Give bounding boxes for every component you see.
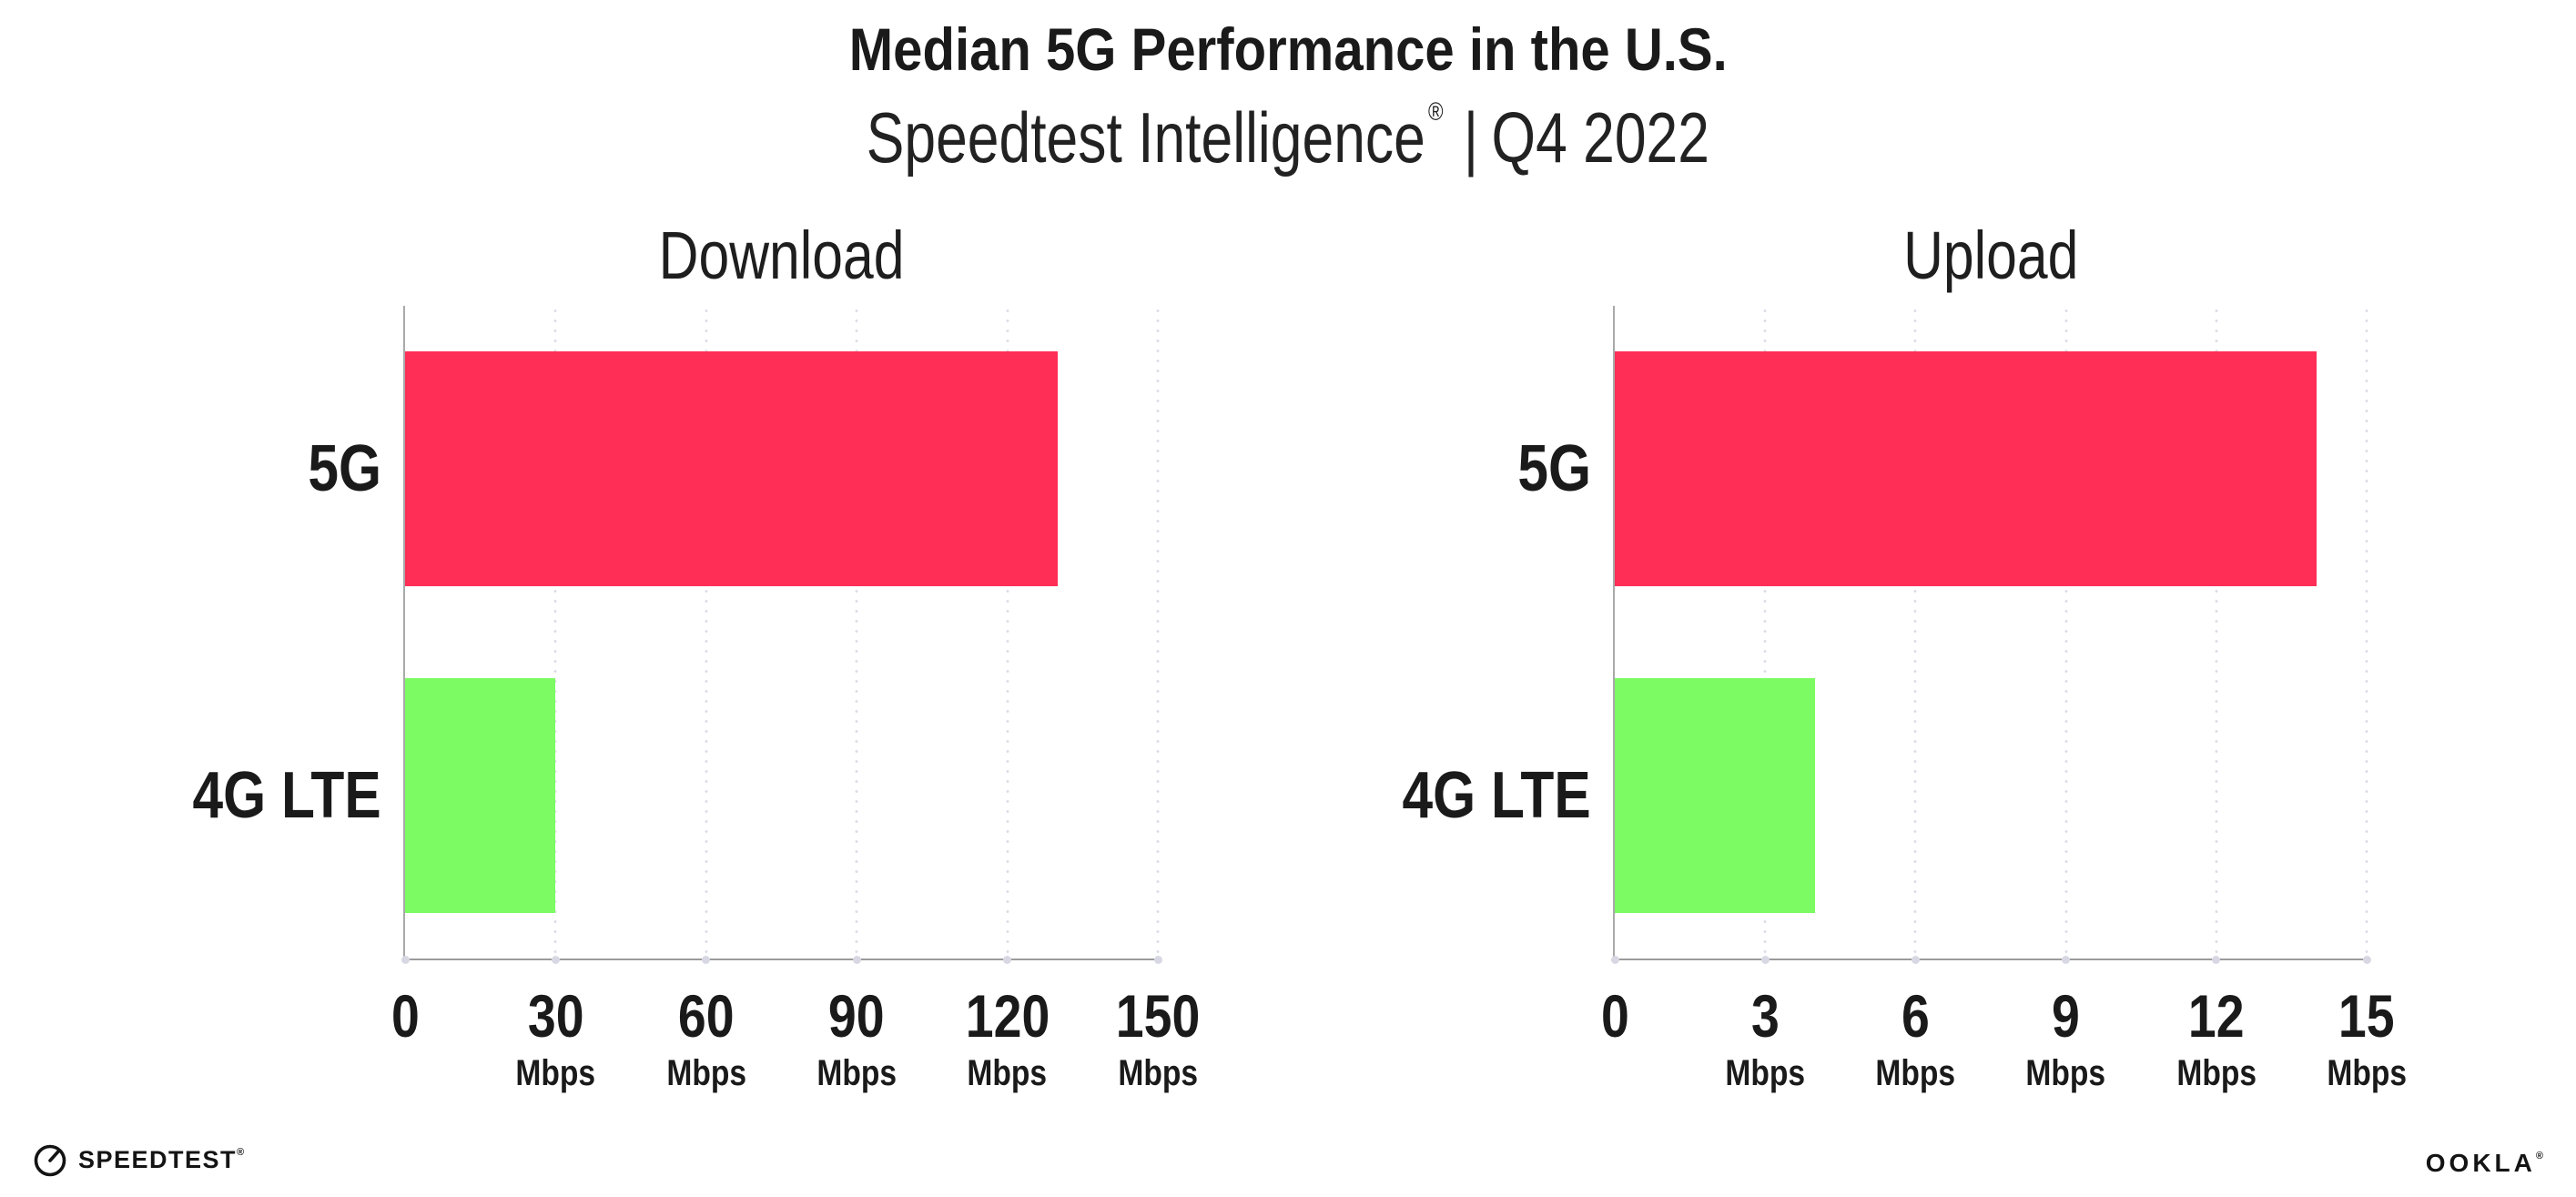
page-subtitle: Speedtest Intelligence ® | Q4 2022 [0,96,2576,179]
category-label-5g: 5G [1517,432,1591,505]
axis-tick-dot [2362,956,2371,964]
x-tick-unit: Mbps [967,1053,1048,1093]
download-chart-title: Download [658,218,905,293]
axis-tick-dot [852,956,861,964]
x-tick-value: 30 [527,982,584,1050]
x-tick-15: 15 Mbps [2257,984,2476,1093]
gridline-90 [855,306,859,959]
x-tick-0: 0 [1506,984,1724,1048]
x-tick-9: 9 Mbps [1957,984,2175,1093]
gridline-15 [2365,306,2368,959]
upload-chart-title: Upload [1902,218,2079,293]
axis-tick-dot [1911,956,1920,964]
page-title: Median 5G Performance in the U.S. [848,15,1728,83]
axis-tick-dot [1610,956,1619,964]
x-tick-value: 9 [2052,982,2081,1050]
axis-tick-dot [1153,956,1162,964]
axis-tick-dot [702,956,711,964]
x-tick-unit: Mbps [2175,1053,2257,1093]
x-tick-0: 0 [296,984,514,1048]
gridline-120 [1005,306,1009,959]
axis-tick-dot [2062,956,2071,964]
x-tick-6: 6 Mbps [1806,984,2024,1093]
gridline-30 [553,306,558,959]
x-tick-unit: Mbps [2327,1053,2407,1093]
speedtest-logo: SPEEDTEST® [31,1136,246,1183]
x-tick-unit: Mbps [1725,1053,1806,1093]
speedtest-wordmark: SPEEDTEST® [78,1145,246,1173]
gridline-3 [1763,306,1768,959]
x-tick-value: 90 [828,982,886,1050]
x-tick-value: 15 [2338,982,2395,1050]
subtitle-brand: Speedtest Intelligence [866,97,1425,178]
bar-4g-lte [1615,678,1815,913]
x-tick-value: 0 [390,982,420,1050]
x-tick-3: 3 Mbps [1656,984,1874,1093]
axis-tick-dot [1760,956,1770,964]
x-tick-value: 6 [1901,982,1930,1050]
bar-5g [1615,351,2317,586]
x-tick-unit: Mbps [816,1053,898,1093]
ookla-logo: OOKLA® [2426,1143,2547,1183]
x-tick-value: 150 [1115,982,1201,1050]
upload-plot-area: Upload 0 3 Mbps 6 Mbps 9 Mbps 12 Mbps 15 Mbps 5G 4G … [1403,218,2407,1093]
x-tick-value: 60 [677,982,735,1050]
gridline-9 [2064,306,2068,959]
axis-tick-dot [551,956,560,964]
x-tick-90: 90 Mbps [747,984,966,1093]
axis-tick-dot [401,956,410,964]
x-tick-120: 120 Mbps [898,984,1117,1093]
bar-5g [405,351,1058,586]
ookla-wordmark: OOKLA® [2425,1149,2547,1177]
gridline-6 [1913,306,1918,959]
axis-tick-dot [1003,956,1012,964]
speedtest-gauge-icon [34,1144,66,1177]
x-tick-12: 12 Mbps [2107,984,2326,1093]
registered-mark: ® [2535,1151,2547,1161]
x-tick-30: 30 Mbps [446,984,664,1093]
x-tick-unit: Mbps [515,1053,596,1093]
subtitle-period: Q4 2022 [1491,97,1710,178]
subtitle-separator: | [1464,97,1479,178]
category-label-4g-lte: 4G LTE [192,759,381,832]
bar-4g-lte [405,678,555,913]
registered-mark: ® [237,1146,246,1158]
x-tick-unit: Mbps [1118,1053,1198,1093]
x-tick-value: 12 [2187,982,2245,1050]
x-tick-value: 3 [1750,982,1780,1050]
x-tick-150: 150 Mbps [1049,984,1267,1093]
category-label-5g: 5G [308,432,381,505]
x-tick-unit: Mbps [2025,1053,2106,1093]
x-tick-unit: Mbps [1875,1053,1956,1093]
axis-tick-dot [2212,956,2221,964]
x-tick-value: 0 [1600,982,1629,1050]
x-tick-unit: Mbps [665,1053,746,1093]
registered-mark: ® [1428,97,1444,126]
gridline-60 [704,306,708,959]
download-plot-area: Download 0 30 Mbps 60 Mbps 90 Mbps 120 Mbps 150 Mb… [193,218,1200,1093]
gridline-12 [2214,306,2218,959]
x-tick-value: 120 [965,982,1050,1050]
gridline-150 [1156,306,1160,959]
x-tick-60: 60 Mbps [597,984,816,1093]
category-label-4g-lte: 4G LTE [1402,759,1591,832]
